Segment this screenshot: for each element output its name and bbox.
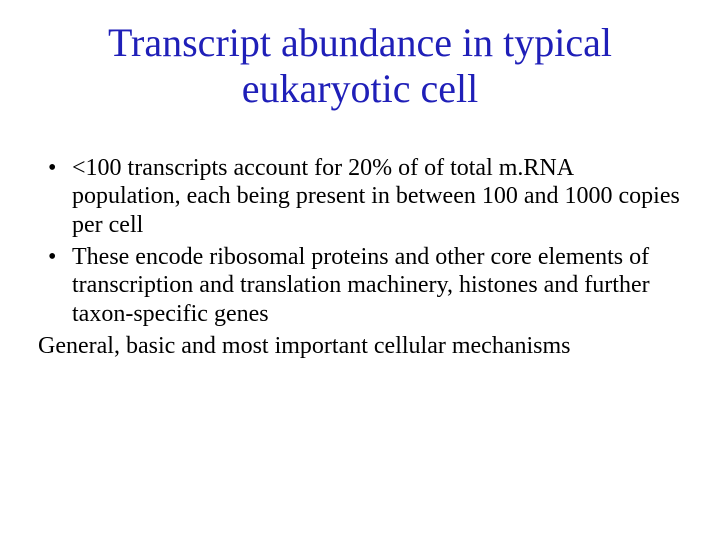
list-item: These encode ribosomal proteins and othe… [48,243,682,328]
closing-line: General, basic and most important cellul… [38,332,682,360]
slide: Transcript abundance in typical eukaryot… [0,0,720,540]
bullet-list: <100 transcripts account for 20% of of t… [38,154,682,328]
slide-body: <100 transcripts account for 20% of of t… [38,154,682,360]
slide-title: Transcript abundance in typical eukaryot… [38,20,682,112]
list-item: <100 transcripts account for 20% of of t… [48,154,682,239]
